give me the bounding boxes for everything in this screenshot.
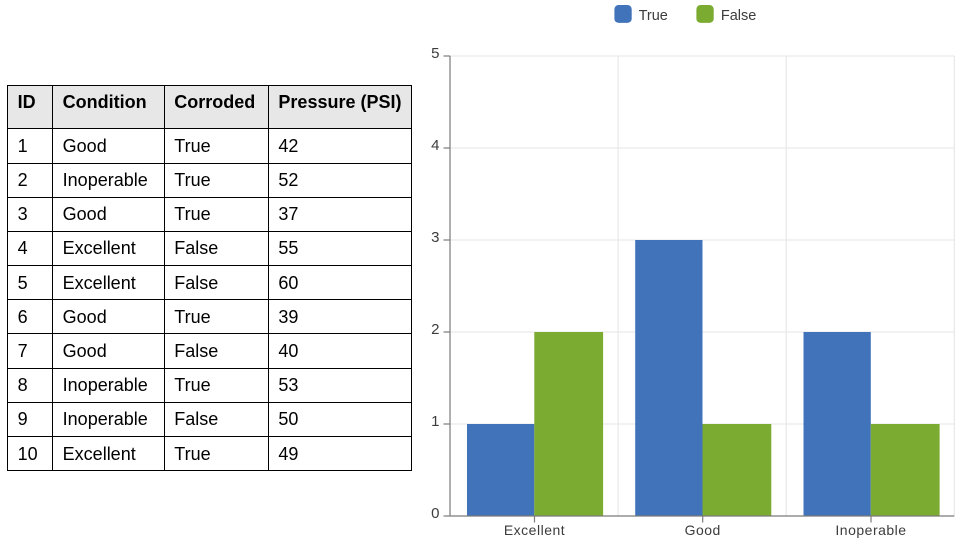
svg-text:4: 4 <box>431 137 439 154</box>
svg-text:0: 0 <box>431 505 439 522</box>
svg-text:2: 2 <box>431 321 439 338</box>
svg-text:Excellent: Excellent <box>504 522 565 538</box>
svg-text:False: False <box>721 8 756 24</box>
svg-text:1: 1 <box>431 413 439 430</box>
svg-text:5: 5 <box>431 45 439 62</box>
svg-text:Inoperable: Inoperable <box>835 522 906 538</box>
svg-text:3: 3 <box>431 229 439 246</box>
svg-text:True: True <box>639 8 668 24</box>
svg-text:Good: Good <box>685 522 721 538</box>
